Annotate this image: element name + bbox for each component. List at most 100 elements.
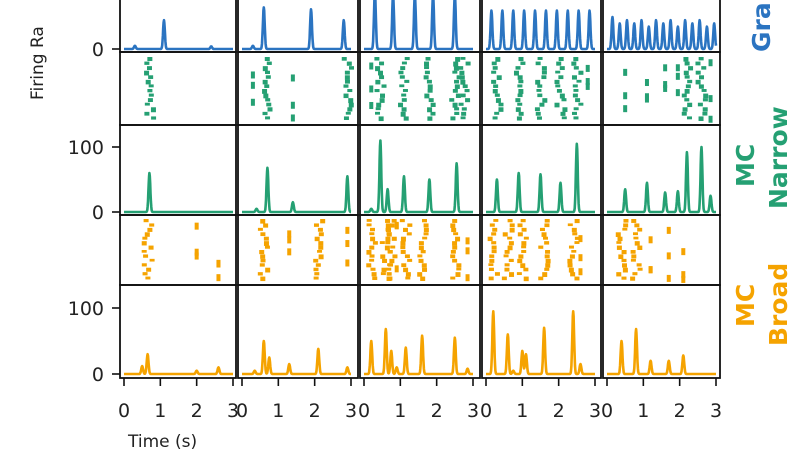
spike-mark [257,272,263,276]
spike-mark [538,245,544,249]
spike-mark [517,223,523,228]
spike-mark [701,89,707,92]
spike-mark [260,276,266,282]
spike-mark [386,227,392,233]
spike-mark [379,241,385,245]
spike-mark [400,250,406,254]
spike-mark [462,84,468,89]
spike-mark [508,258,514,263]
spike-mark [424,93,430,99]
spike-mark [648,266,653,274]
row-label-mc-narrow-line2: Narrow [764,106,793,209]
spike-mark [143,254,149,258]
spike-mark [521,250,527,253]
spike-mark [349,66,355,70]
spike-mark [517,93,523,98]
spike-mark [369,85,374,93]
spike-mark [403,267,409,273]
spike-mark [425,57,431,61]
spike-mark [513,70,519,76]
firing-rate-trace-gra-5 [606,15,718,51]
spike-mark [465,237,470,245]
spike-mark [452,258,458,263]
spike-mark [622,263,628,268]
spike-mark [465,274,470,282]
spike-mark [541,232,547,237]
spike-mark [423,223,429,228]
raster-panel-mc-broad-1 [141,219,221,282]
spike-mark [380,93,386,98]
panel-frame [237,51,359,126]
spike-mark [517,232,523,237]
spike-mark [423,232,429,236]
panel-frame [119,0,237,53]
spike-mark [585,64,590,72]
spike-mark [144,70,150,76]
spike-mark [562,107,568,112]
spike-mark [386,232,392,236]
spike-mark [430,111,436,116]
spike-mark [544,219,550,223]
spike-mark [686,116,692,120]
spike-mark [507,236,513,240]
spike-mark [366,263,372,268]
spike-mark [399,84,405,88]
x-tick-label: 0 [236,400,248,422]
spike-mark [574,236,580,240]
spike-mark [623,68,628,76]
spike-mark [515,98,521,103]
spike-mark [675,72,680,80]
spike-mark [536,89,542,92]
spike-mark [259,250,265,255]
spike-mark [345,111,351,115]
spike-mark [623,219,629,223]
spike-mark [637,227,643,232]
spike-mark [453,232,459,236]
spike-mark [430,102,436,108]
x-tick-label: 3 [345,400,357,422]
spike-mark [556,61,562,66]
spike-mark [144,102,150,106]
y-tick-label: 100 [68,298,104,320]
firing-rate-trace-mc-broad-3 [363,327,474,376]
spike-mark [460,79,466,85]
firing-rate-trace-gra-3 [363,0,474,51]
spike-mark [348,98,354,104]
spike-mark [375,66,381,72]
spike-mark [345,240,350,248]
spike-mark [637,267,643,271]
spike-mark [405,272,411,277]
spike-mark [702,107,708,112]
panel-frame [119,284,237,379]
spike-mark [494,93,500,97]
spike-mark [535,79,541,85]
spike-mark [147,227,153,232]
spike-mark [455,272,461,277]
spike-mark [539,227,545,232]
spike-mark [495,98,501,103]
spike-mark [262,111,268,116]
spike-mark [406,232,412,236]
spike-mark [450,250,456,254]
spike-mark [631,254,637,259]
spike-mark [634,241,640,246]
spike-mark [347,107,353,112]
spike-mark [695,61,701,66]
spike-mark [150,107,156,113]
spike-mark [698,84,704,89]
spike-mark [536,116,542,120]
spike-mark [266,61,272,65]
spike-mark [572,232,578,236]
firing-rate-trace-gra-4 [485,9,596,51]
spike-mark [542,236,548,240]
spike-mark [509,223,515,228]
spike-mark [141,250,147,253]
spike-mark [630,258,636,262]
spike-mark [630,250,636,254]
spike-mark [523,267,529,272]
spike-mark [684,98,690,102]
spike-mark [507,219,513,223]
spike-mark [148,84,154,88]
spike-mark [663,64,668,72]
spike-mark [378,116,384,122]
